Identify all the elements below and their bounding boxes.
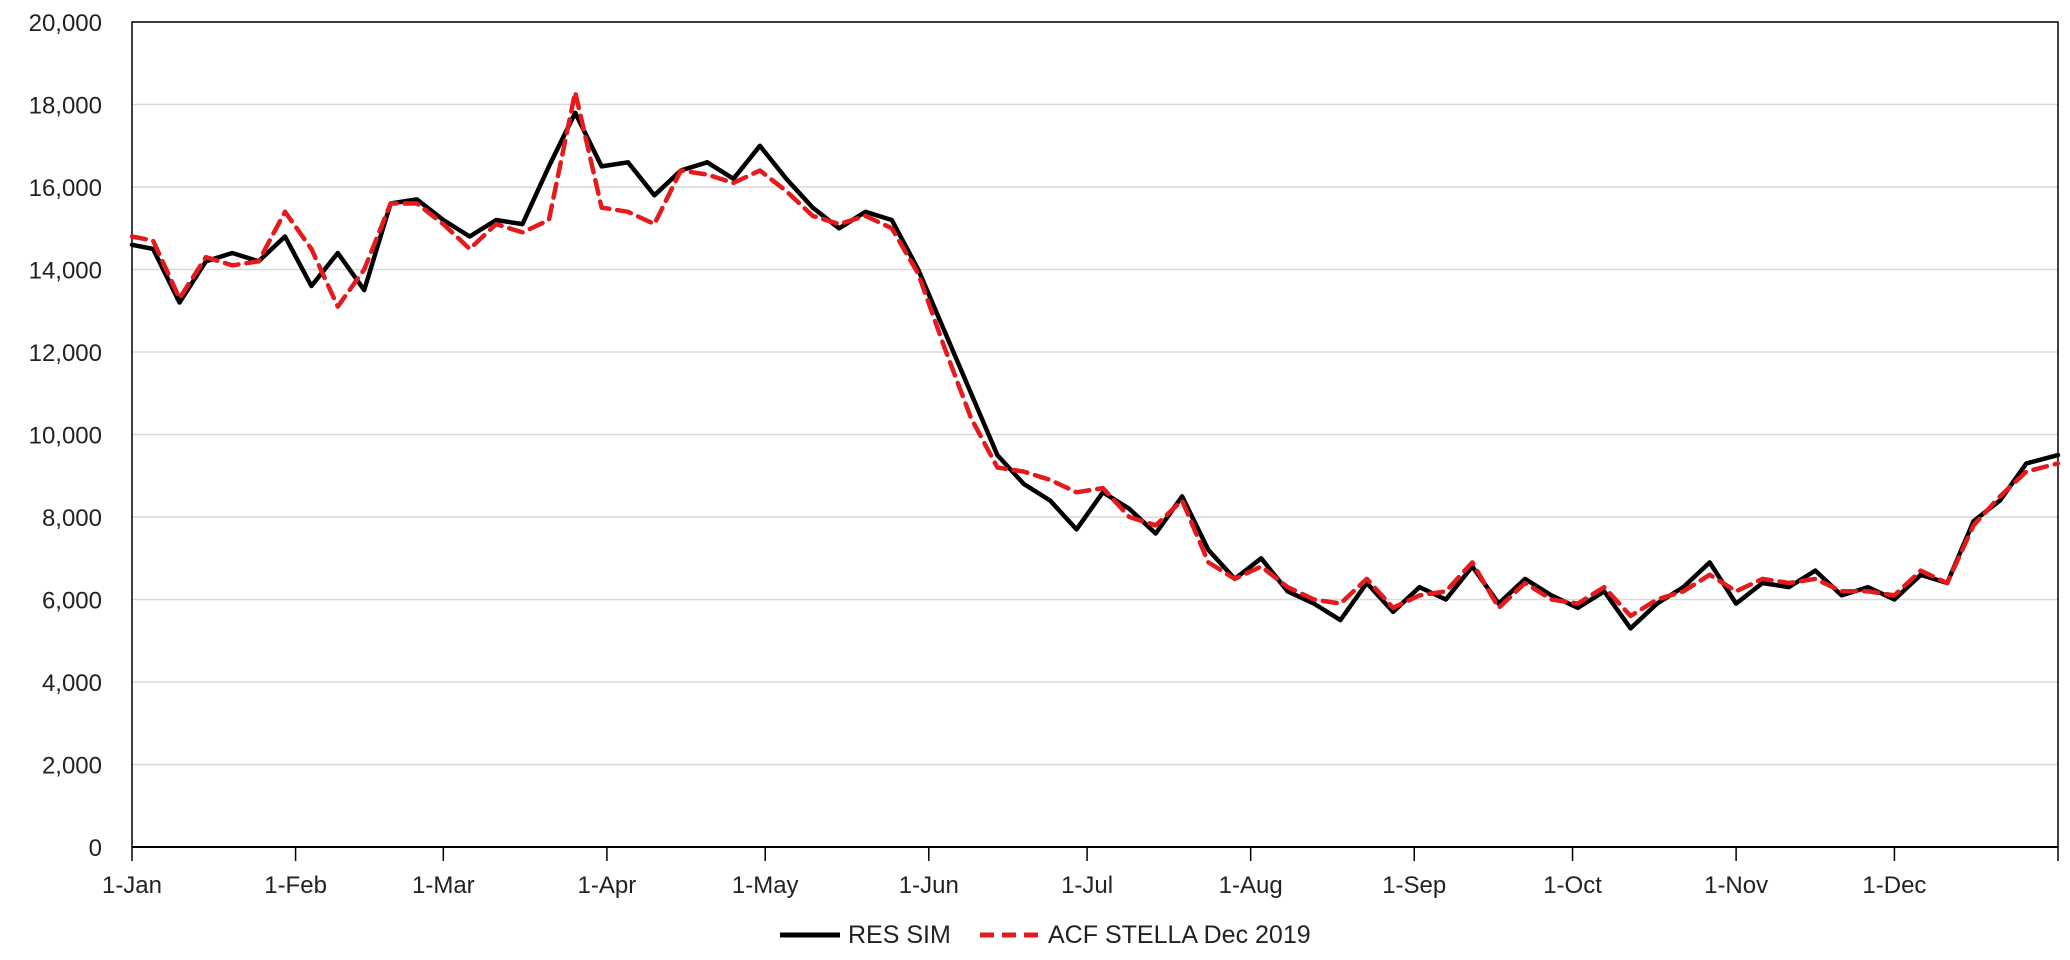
- x-tick-label: 1-Sep: [1382, 872, 1446, 899]
- y-tick-labels: 0 2,000 4,000 6,000 8,000 10,000 12,000 14,000 1…: [29, 10, 102, 862]
- series-line-acf-stella: [129, 89, 2061, 619]
- legend-label: ACF STELLA Dec 2019: [1048, 921, 1311, 949]
- legend-label: RES SIM: [848, 921, 951, 949]
- x-tick-label: 1-Aug: [1219, 872, 1283, 899]
- y-tick-label: 10,000: [29, 423, 102, 450]
- x-tick-label: 1-May: [732, 872, 799, 899]
- y-tick-label: 2,000: [42, 753, 102, 780]
- y-tick-label: 8,000: [42, 505, 102, 532]
- gridlines: [132, 21, 2058, 766]
- y-tick-label: 20,000: [29, 10, 102, 37]
- x-tick-label: 1-Feb: [264, 872, 327, 899]
- x-tick-label: 1-Dec: [1862, 872, 1926, 899]
- x-tick-label: 1-Nov: [1704, 872, 1768, 899]
- x-tick-label: 1-Mar: [412, 872, 475, 899]
- series-lines: [129, 89, 2061, 631]
- legend: RES SIM ACF STELLA Dec 2019: [780, 921, 1311, 949]
- x-tick-label: 1-Jun: [899, 872, 959, 899]
- x-tick-label: 1-Jan: [102, 872, 162, 899]
- y-tick-label: 4,000: [42, 670, 102, 697]
- y-tick-label: 0: [89, 835, 102, 862]
- x-tick-labels: 1-Jan 1-Feb 1-Mar 1-Apr 1-May 1-Jun 1-Jul 1-Aug…: [102, 872, 1926, 899]
- y-tick-label: 6,000: [42, 588, 102, 615]
- series-line-res-sim: [129, 110, 2061, 631]
- x-tick-label: 1-Apr: [578, 872, 637, 899]
- y-tick-label: 18,000: [29, 93, 102, 120]
- axes: [131, 21, 2059, 861]
- x-tick-label: 1-Oct: [1543, 872, 1602, 899]
- y-tick-label: 12,000: [29, 340, 102, 367]
- x-tick-label: 1-Jul: [1061, 872, 1113, 899]
- y-tick-label: 14,000: [29, 258, 102, 285]
- y-tick-label: 16,000: [29, 175, 102, 202]
